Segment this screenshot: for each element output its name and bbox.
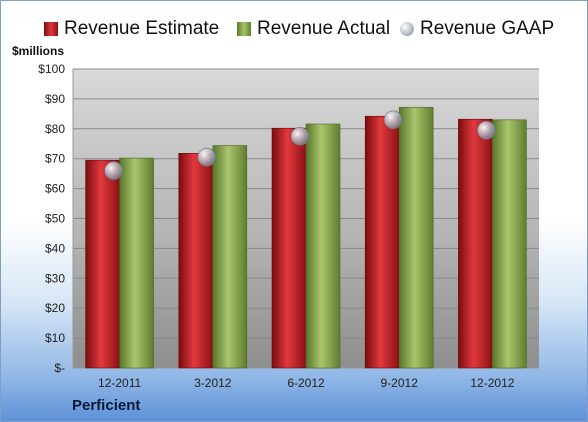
bar-revenue-estimate	[458, 118, 493, 369]
legend-item-estimate: Revenue Estimate	[44, 17, 219, 41]
legend-label-estimate: Revenue Estimate	[64, 18, 220, 39]
company-name: Perficient	[72, 397, 141, 414]
chart-legend: Revenue Estimate Revenue Actual Revenue …	[1, 1, 587, 47]
marker-revenue-gaap	[197, 147, 217, 167]
marker-revenue-gaap	[383, 110, 403, 130]
bars	[85, 106, 527, 369]
bar-revenue-estimate	[85, 159, 120, 369]
x-tick-label: 6-2012	[287, 376, 325, 390]
bar-revenue-estimate	[271, 127, 307, 369]
y-tick-label: $80	[45, 122, 65, 136]
y-axis-unit-label: $millions	[12, 44, 64, 58]
x-axis-ticks: 12-2011 3-2012 6-2012 9-2012 12-2012	[98, 376, 515, 390]
x-tick-label: 3-2012	[194, 376, 232, 390]
y-tick-label: $50	[45, 212, 65, 226]
y-tick-label: $40	[45, 241, 65, 255]
y-tick-label: $20	[45, 301, 65, 315]
y-tick-label: $10	[45, 331, 65, 345]
y-tick-label: $60	[45, 182, 65, 196]
legend-swatch-gaap	[400, 22, 414, 36]
gaap-markers	[104, 110, 496, 180]
y-tick-label: $-	[54, 361, 65, 375]
y-tick-label: $30	[45, 271, 65, 285]
bar-revenue-actual	[398, 106, 434, 369]
legend-item-gaap: Revenue GAAP	[400, 17, 554, 41]
y-tick-label: $90	[45, 92, 65, 106]
bar-revenue-actual	[305, 123, 341, 369]
y-axis-ticks: $- $10 $20 $30 $40 $50 $60 $70 $80 $90 $100	[38, 62, 65, 375]
legend-label-actual: Revenue Actual	[257, 18, 391, 39]
legend-swatch-estimate	[44, 22, 58, 36]
bar-revenue-actual	[212, 145, 248, 369]
x-tick-label: 12-2011	[98, 376, 141, 390]
legend-label-gaap: Revenue GAAP	[420, 18, 555, 39]
bar-revenue-estimate	[364, 115, 400, 369]
x-tick-label: 12-2012	[470, 376, 514, 390]
marker-revenue-gaap	[104, 161, 123, 180]
legend-item-actual: Revenue Actual	[237, 17, 390, 41]
marker-revenue-gaap	[290, 126, 310, 146]
y-tick-label: $70	[45, 152, 65, 166]
bar-revenue-estimate	[178, 153, 214, 369]
y-tick-label: $100	[38, 62, 65, 76]
x-tick-label: 9-2012	[381, 376, 419, 390]
bar-revenue-actual	[119, 157, 154, 369]
legend-swatch-actual	[237, 22, 251, 36]
marker-revenue-gaap	[477, 120, 496, 140]
bar-revenue-actual	[492, 119, 527, 369]
